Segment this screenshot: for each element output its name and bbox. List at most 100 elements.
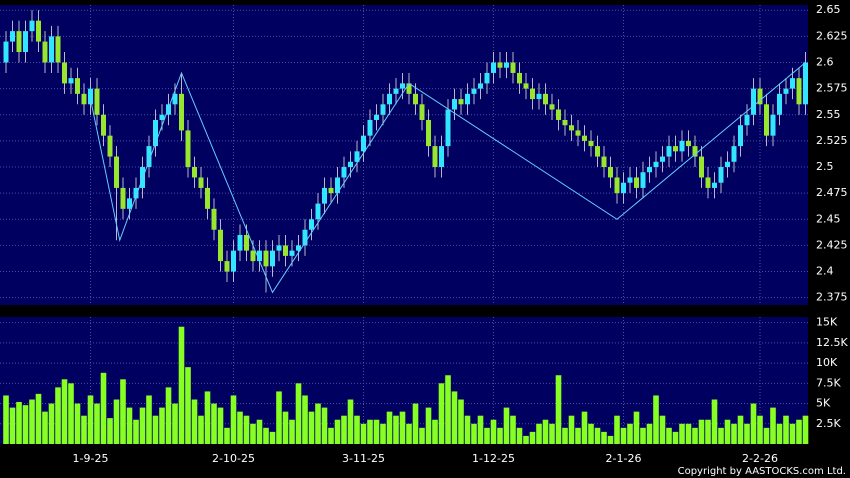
candle-body	[159, 114, 165, 120]
candle-body	[153, 119, 158, 147]
volume-bar	[406, 423, 412, 444]
volume-bar	[341, 415, 347, 444]
candle-body	[647, 167, 652, 173]
candle-body	[10, 31, 15, 42]
y-tick-label: 2.4	[816, 265, 834, 278]
candle-body	[432, 146, 438, 168]
candle-body	[718, 167, 724, 183]
candle-body	[777, 93, 782, 115]
volume-bar	[347, 399, 354, 444]
candle-body	[315, 203, 321, 220]
candle-body	[426, 119, 431, 147]
volume-bar	[295, 383, 302, 444]
y-tick-label: 15K	[816, 316, 838, 329]
candle-body	[653, 161, 659, 168]
volume-bar	[640, 427, 646, 444]
candle-body	[744, 114, 750, 126]
candle-body	[224, 261, 230, 272]
volume-bar	[464, 415, 471, 444]
volume-bar	[204, 391, 211, 444]
candle-body	[68, 78, 74, 84]
candle-body	[120, 187, 126, 209]
candle-body	[588, 140, 594, 147]
volume-bar	[107, 418, 113, 444]
copyright: Copyright by AASTOCKS.com Ltd.	[678, 466, 846, 477]
volume-bar	[250, 423, 256, 444]
volume-bar	[178, 326, 185, 444]
candle-body	[504, 62, 509, 68]
candle-body	[712, 182, 717, 188]
candle-body	[29, 20, 35, 32]
volume-bar	[321, 407, 328, 444]
y-tick-label: 7.5K	[816, 376, 841, 389]
volume-bar	[659, 415, 666, 444]
candle-body	[328, 187, 334, 194]
candle-body	[517, 72, 522, 84]
volume-bar	[458, 399, 464, 444]
volume-bar	[536, 423, 542, 444]
volume-bar	[698, 419, 705, 444]
candle-body	[289, 250, 295, 256]
candle-body	[803, 62, 808, 105]
volume-bar	[289, 419, 295, 444]
volume-bar	[679, 423, 685, 444]
candle-body	[114, 156, 119, 188]
candle-body	[530, 88, 535, 100]
volume-bar	[35, 393, 42, 444]
volume-bar	[562, 427, 568, 444]
price-panel	[0, 5, 808, 305]
volume-bar	[81, 415, 87, 444]
candle-body	[250, 250, 256, 262]
volume-bar	[620, 427, 627, 444]
volume-bar	[308, 411, 315, 444]
candle-body	[296, 245, 301, 251]
volume-bar	[360, 423, 367, 444]
volume-bar	[497, 427, 503, 444]
volume-bar	[588, 423, 594, 444]
volume-bar	[217, 407, 224, 444]
volume-bar	[705, 419, 711, 444]
candle-body	[172, 93, 178, 105]
candle-body	[36, 20, 41, 42]
volume-bar	[16, 401, 22, 444]
volume-bar	[614, 415, 620, 444]
candle-body	[101, 114, 106, 136]
volume-bar	[438, 383, 445, 444]
candle-body	[608, 167, 613, 178]
volume-bar	[549, 423, 555, 444]
volume-bar	[432, 419, 438, 444]
candle-body	[23, 31, 28, 53]
volume-bar	[601, 431, 607, 444]
volume-bar	[451, 391, 458, 444]
candle-body	[679, 140, 685, 152]
candle-body	[198, 177, 204, 188]
candle-body	[218, 229, 223, 262]
candle-body	[393, 88, 399, 94]
volume-bar	[789, 423, 796, 444]
candle-body	[3, 41, 9, 63]
volume-bar	[692, 427, 698, 444]
volume-bar	[302, 395, 308, 444]
volume-bar	[399, 411, 406, 444]
volume-bar	[198, 415, 204, 444]
candle-body	[146, 146, 152, 168]
x-tick-label: 2-2-26	[742, 452, 778, 465]
candle-body	[523, 83, 529, 89]
volume-bar	[802, 415, 809, 444]
candle-body	[406, 83, 412, 94]
candle-body	[725, 161, 730, 168]
y-tick-label: 2.625	[816, 29, 848, 42]
candle-body	[458, 99, 464, 105]
volume-bar	[672, 431, 679, 444]
y-tick-label: 2.425	[816, 238, 848, 251]
volume-bar	[386, 411, 393, 444]
volume-bar	[29, 399, 35, 444]
volume-bar	[61, 379, 68, 444]
candle-body	[81, 93, 87, 105]
candle-body	[582, 135, 587, 141]
volume-bar	[471, 423, 477, 444]
y-tick-label: 5K	[816, 397, 831, 410]
volume-bar	[354, 415, 360, 444]
volume-bar	[523, 435, 529, 444]
volume-bar	[94, 403, 100, 444]
